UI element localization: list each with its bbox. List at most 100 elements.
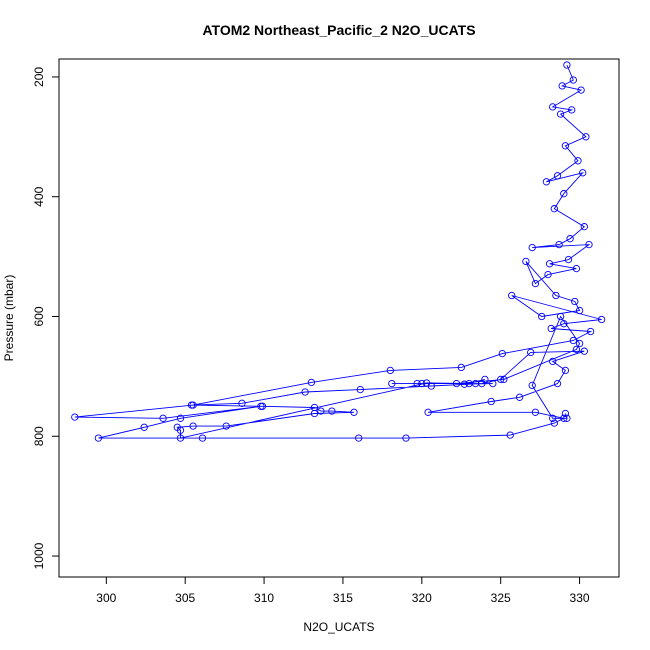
data-point [564,255,573,264]
data-point [569,336,577,345]
x-tick-label: 325 [491,591,511,605]
data-point [402,434,410,442]
data-point [386,366,394,375]
data-point [575,339,584,348]
data-point [238,399,246,407]
data-point [140,423,148,431]
data-point [515,393,524,401]
y-axis-label: Pressure (mbar) [2,275,16,362]
series-line [74,64,602,439]
data-point [575,306,584,315]
data-point [585,240,593,249]
data-point [597,315,606,324]
data-point [489,379,497,388]
data-point [558,82,566,90]
x-tick-label: 330 [570,591,590,605]
data-point [481,375,489,384]
data-point [555,240,563,249]
data-point [258,402,267,410]
data-point [328,407,336,415]
data-point [549,357,557,366]
data-point [550,419,558,427]
data-point [572,264,581,273]
data-point [222,422,230,430]
data-point [424,408,432,416]
y-tick-label: 800 [32,426,46,446]
chart-title: ATOM2 Northeast_Pacific_2 N2O_UCATS [202,22,475,38]
y-tick-label: 400 [32,186,46,206]
data-point [500,375,508,384]
data-point [310,409,319,418]
data-point [497,375,505,384]
data-point [571,297,579,306]
x-tick-label: 300 [96,591,116,605]
y-tick-label: 1000 [32,542,46,569]
data-point [579,169,587,177]
data-point [568,106,576,114]
data-point [561,366,570,375]
data-point [547,324,555,333]
data-point [388,379,396,388]
data-point [522,257,530,266]
data-point [582,133,590,141]
data-point [317,407,325,415]
data-point [544,270,552,279]
data-point [422,379,431,387]
data-point [189,422,197,430]
data-point [94,434,103,442]
data-point [465,379,473,388]
data-point [549,103,557,111]
data-point [71,413,79,421]
data-point [527,348,535,357]
data-point [560,190,568,198]
x-tick-label: 315 [333,591,353,605]
data-point [561,409,570,418]
x-tick-label: 320 [412,591,432,605]
data-point [556,110,565,118]
data-point [356,385,364,394]
data-point [538,312,546,321]
data-point [569,76,577,84]
data-point [580,347,588,355]
data-point [457,363,465,372]
data-point [550,205,558,213]
data-point [542,178,551,186]
data-point [560,414,568,422]
x-axis-label: N2O_UCATS [303,620,374,634]
data-point [563,61,571,69]
y-axis: 200 400 600 800 1000 [32,67,59,569]
plot-frame [58,58,620,578]
data-point [528,381,536,390]
data-point [577,86,585,94]
data-point [159,414,167,422]
data-point [176,426,185,434]
data-point [508,291,516,300]
x-tick-label: 310 [254,591,274,605]
data-point [176,414,185,422]
data-point [487,397,495,406]
data-point [176,434,185,442]
data-point [563,414,571,422]
data-point [531,279,540,288]
data-point [413,379,421,388]
data-point [574,157,582,165]
x-tick-label: 305 [175,591,195,605]
data-point [549,414,557,422]
data-point [418,379,426,388]
data-point [528,243,536,252]
data-point [560,320,568,328]
data-point [460,380,469,388]
data-point [586,327,595,336]
data-point [506,431,514,439]
data-point [187,401,196,409]
data-point [580,223,588,231]
data-point [552,291,560,300]
data-point [355,434,363,442]
data-point [566,235,574,243]
x-axis: 300 305 310 315 320 325 330 [96,577,590,605]
data-point [301,388,309,396]
y-tick-label: 600 [32,306,46,326]
data-point [498,349,506,358]
data-point [553,379,562,388]
